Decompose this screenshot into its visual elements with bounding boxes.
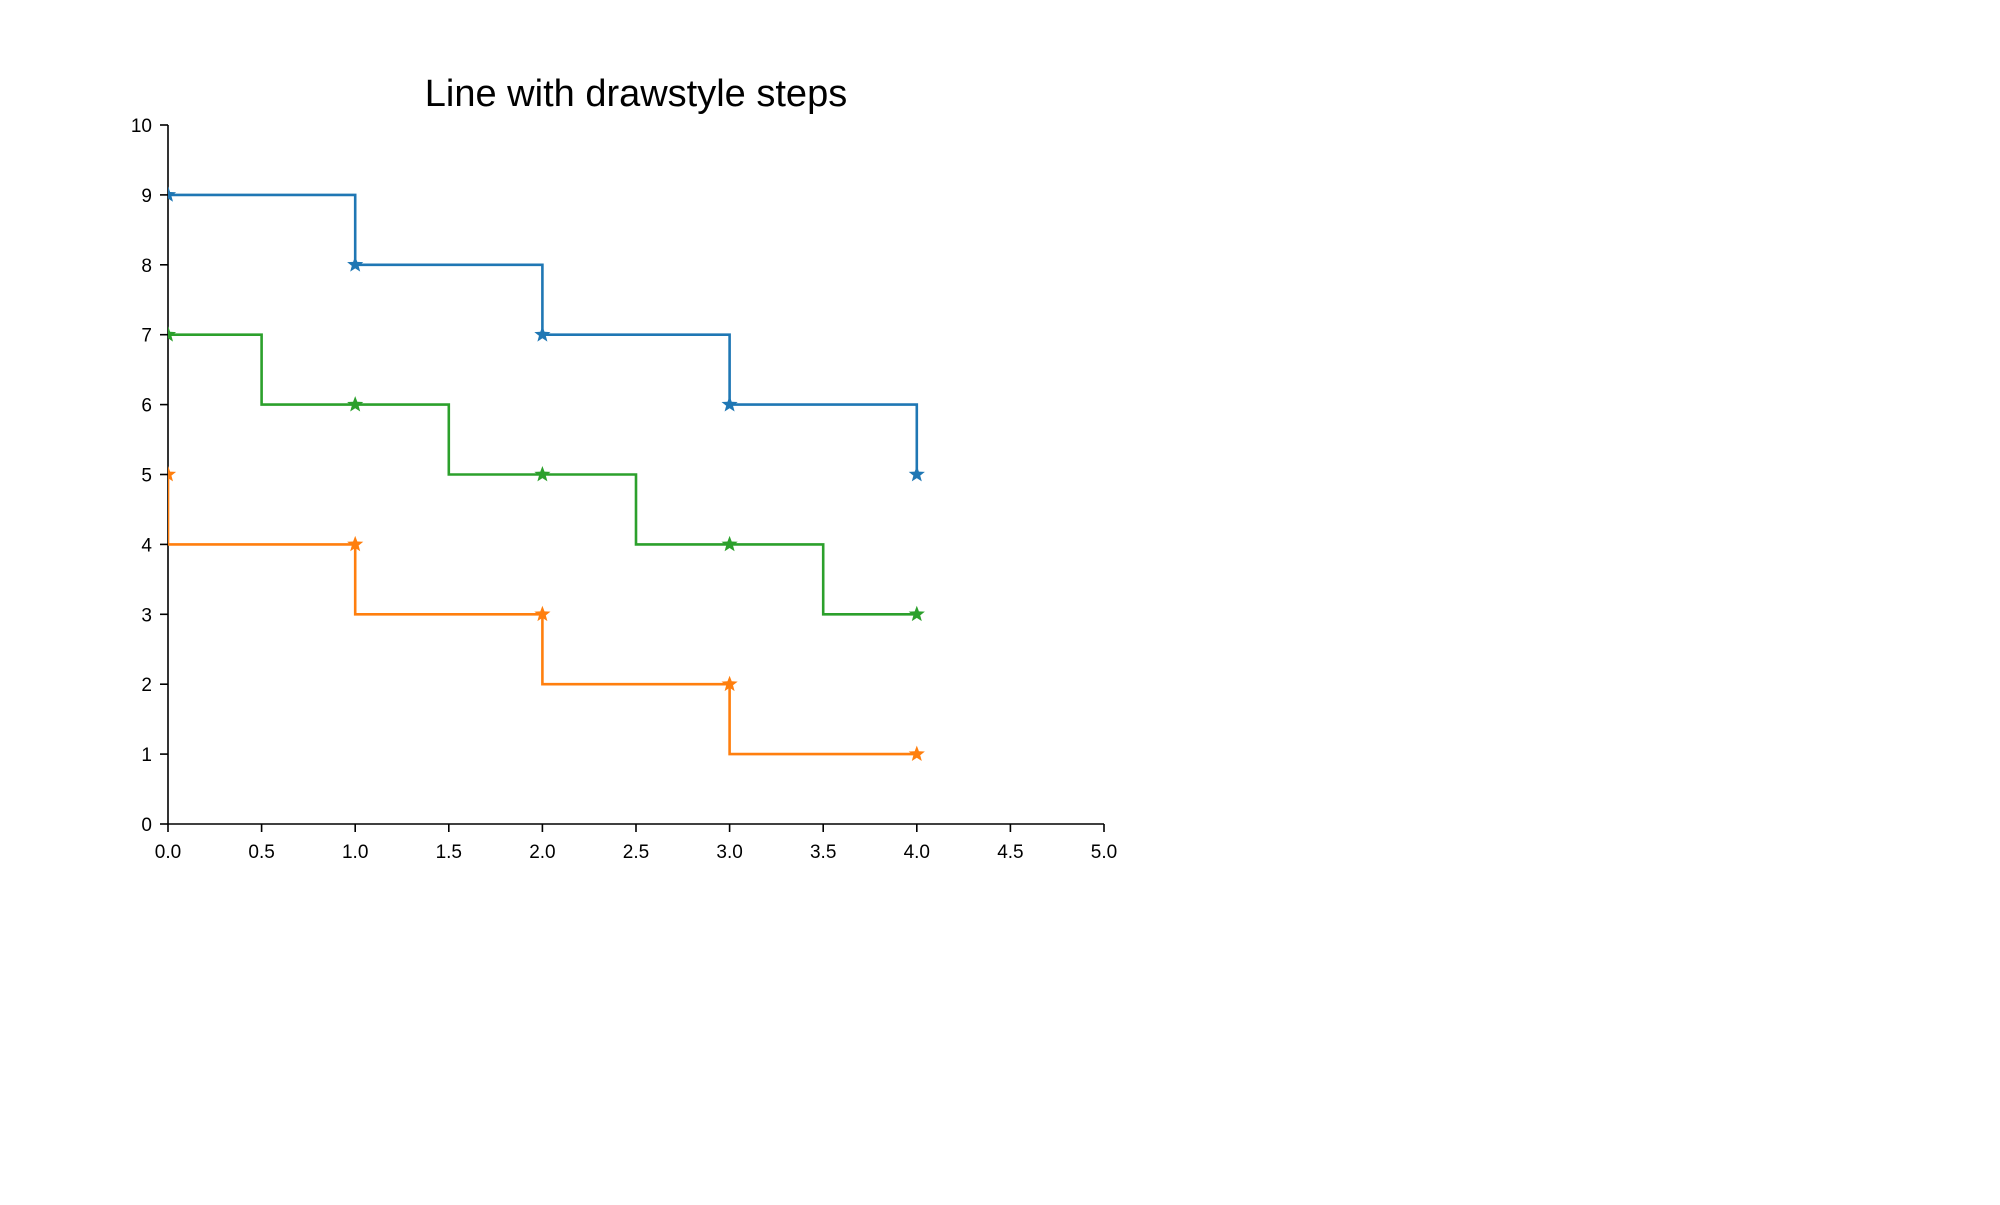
x-tick-label: 5.0: [1091, 842, 1117, 863]
series-3: [168, 326, 925, 622]
y-tick-label: 2: [141, 675, 152, 696]
axes: 0.0 0.5 1.0 1.5 2.0 2.5 3.0 3.5 4.0 4.5 5.0 0 1 2 3 4 5 6…: [131, 116, 1117, 863]
x-tick-label: 2.5: [623, 842, 649, 863]
y-tick-label: 4: [141, 535, 152, 556]
x-tick-label: 2.0: [529, 842, 555, 863]
data-point-star: [168, 186, 177, 202]
series-group: [168, 186, 925, 761]
data-point-star: [347, 396, 364, 412]
series-1: [168, 186, 925, 482]
chart-title: Line with drawstyle steps: [425, 73, 847, 115]
data-point-star: [168, 326, 177, 342]
x-tick-label: 4.0: [904, 842, 930, 863]
data-point-star: [908, 466, 925, 482]
data-point-star: [347, 535, 364, 552]
data-point-star: [721, 396, 738, 412]
x-tick-label: 3.5: [810, 842, 836, 863]
data-point-star: [908, 605, 925, 622]
x-tick-label: 4.5: [997, 842, 1023, 863]
y-tick-label: 1: [141, 745, 152, 766]
y-tick-label: 7: [141, 326, 152, 347]
y-tick-label: 5: [141, 466, 152, 487]
series-2: [168, 466, 925, 761]
x-tick-label: 1.5: [436, 842, 462, 863]
y-tick-label: 6: [141, 396, 152, 417]
data-point-star: [534, 466, 551, 482]
data-point-star: [534, 605, 551, 622]
data-point-star: [908, 745, 925, 761]
y-tick-label: 10: [131, 116, 152, 137]
data-point-star: [534, 326, 551, 342]
x-tick-label: 0.0: [155, 842, 181, 863]
y-tick-label: 0: [141, 815, 152, 836]
data-point-star: [721, 675, 738, 692]
x-tick-label: 3.0: [716, 842, 742, 863]
y-tick-label: 3: [141, 605, 152, 626]
data-point-star: [347, 256, 364, 272]
y-tick-label: 9: [141, 186, 152, 207]
x-tick-label: 0.5: [248, 842, 274, 863]
x-tick-label: 1.0: [342, 842, 368, 863]
data-point-star: [721, 535, 738, 552]
y-tick-label: 8: [141, 256, 152, 277]
data-point-star: [168, 466, 177, 482]
